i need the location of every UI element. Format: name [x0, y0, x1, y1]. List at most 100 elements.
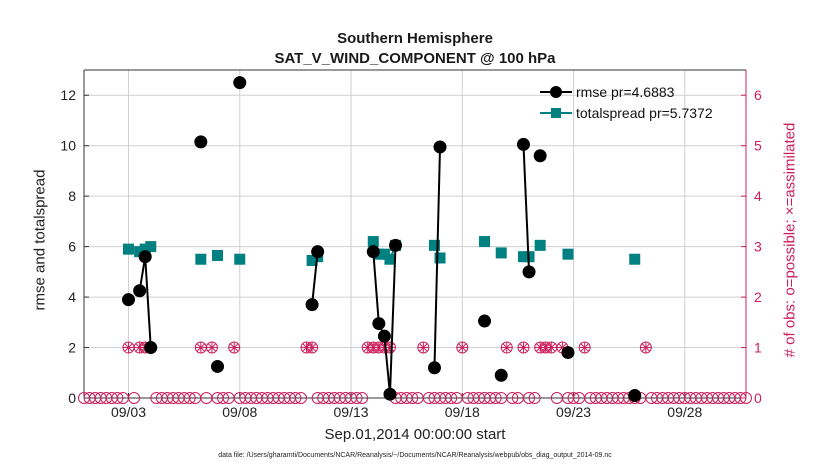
rmse-point [494, 368, 508, 382]
legend-rmse-label: rmse pr=4.6883 [576, 84, 675, 100]
rmse-point [211, 359, 225, 373]
obs-count-marker [489, 392, 502, 404]
y-tick-label: 2 [68, 340, 76, 356]
y-tick-label: 12 [60, 87, 76, 103]
rmse-segment [372, 251, 380, 324]
y-tick-label: 0 [68, 390, 76, 406]
obs-count-marker [356, 392, 369, 404]
obs-count-marker [734, 392, 747, 404]
rmse-point [366, 245, 380, 259]
rmse-segment [388, 245, 397, 395]
rmse-point [372, 317, 386, 331]
rmse-point [122, 293, 136, 307]
obs-count-marker [289, 392, 302, 404]
y-tick-label: 10 [60, 138, 76, 154]
y-right-tick-label: 1 [754, 340, 762, 356]
totalspread-point [367, 236, 379, 248]
rmse-segment [383, 336, 391, 395]
obs-count-marker [523, 392, 536, 404]
obs-count-marker [406, 392, 419, 404]
x-tick-label: 09/03 [111, 404, 146, 420]
totalspread-point [212, 249, 224, 261]
rmse-point [194, 135, 208, 149]
obs-count-marker [445, 392, 458, 404]
y-tick-label: 6 [68, 239, 76, 255]
x-tick-label: 09/23 [556, 404, 591, 420]
totalspread-point [562, 248, 574, 260]
obs-count-marker [740, 392, 752, 404]
totalspread-point [434, 252, 446, 264]
x-tick-label: 09/28 [667, 404, 702, 420]
rmse-segment [522, 144, 531, 272]
data-file-footer: data file: /Users/gharamti/Documents/NCA… [218, 452, 612, 459]
y-right-tick-label: 2 [754, 289, 762, 305]
totalspread-point [479, 236, 491, 248]
plot-area [84, 70, 746, 398]
totalspread-point [629, 253, 641, 265]
y-tick-label: 4 [68, 289, 76, 305]
obs-count-marker [183, 392, 196, 404]
rmse-point [311, 245, 325, 259]
rmse-point [522, 265, 536, 279]
totalspread-point [384, 253, 396, 265]
legend-rmse-marker [550, 86, 562, 98]
chart-subtitle: SAT_V_WIND_COMPONENT @ 100 hPa [274, 50, 556, 67]
y-axis-label-right: # of obs: o=possible; ×=assimilated [781, 122, 799, 358]
obs-count-marker [456, 341, 469, 354]
obs-count-marker [228, 341, 241, 354]
obs-count-marker [500, 341, 513, 354]
obs-count-marker [205, 341, 218, 354]
x-tick-label: 09/18 [445, 404, 480, 420]
obs-count-marker [639, 341, 652, 354]
rmse-point [533, 149, 547, 163]
legend-totalspread-marker [551, 108, 561, 118]
obs-count-marker [528, 392, 541, 404]
y-right-tick-label: 4 [754, 188, 762, 204]
rmse-point [144, 341, 158, 355]
obs-count-marker [306, 341, 319, 354]
rmse-point [478, 314, 492, 328]
y-axis-label-left: rmse and totalspread [31, 169, 49, 311]
y-right-tick-label: 6 [754, 87, 762, 103]
totalspread-point [534, 239, 546, 251]
totalspread-point [495, 247, 507, 259]
obs-count-marker [294, 392, 307, 404]
obs-count-marker [194, 341, 207, 354]
rmse-point [138, 250, 152, 264]
rmse-point [427, 361, 441, 375]
x-tick-label: 09/08 [222, 404, 257, 420]
rmse-point [561, 346, 575, 360]
legend: rmse pr=4.6883 totalspread pr=5.7372 [540, 84, 713, 121]
obs-count-marker [517, 341, 530, 354]
rmse-segment [144, 256, 152, 348]
y-tick-label: 8 [68, 188, 76, 204]
rmse-point [383, 387, 397, 401]
totalspread-point [123, 243, 135, 255]
rmse-point [305, 298, 319, 312]
rmse-point [133, 284, 147, 298]
totalspread-point [234, 253, 246, 265]
rmse-point [233, 76, 247, 90]
obs-count-marker [350, 392, 363, 404]
y-right-tick-label: 3 [754, 239, 762, 255]
y-right-tick-label: 0 [754, 390, 762, 406]
obs-count-marker [122, 341, 135, 354]
x-axis-label: Sep.01,2014 00:00:00 start [324, 426, 506, 443]
rmse-point [628, 388, 642, 402]
totalspread-point [428, 239, 440, 251]
rmse-point [377, 329, 391, 343]
legend-totalspread-label: totalspread pr=5.7372 [576, 105, 713, 121]
obs-count-marker [567, 392, 580, 404]
x-tick-label: 09/13 [334, 404, 369, 420]
obs-count-marker [578, 341, 591, 354]
obs-count-marker [217, 392, 230, 404]
obs-count-marker [506, 392, 519, 404]
obs-count-marker [111, 392, 124, 404]
y-right-tick-label: 5 [754, 138, 762, 154]
obs-count-marker [417, 341, 430, 354]
rmse-point [516, 137, 530, 151]
rmse-point [433, 140, 447, 154]
rmse-segment [433, 146, 442, 368]
totalspread-point [145, 241, 157, 253]
